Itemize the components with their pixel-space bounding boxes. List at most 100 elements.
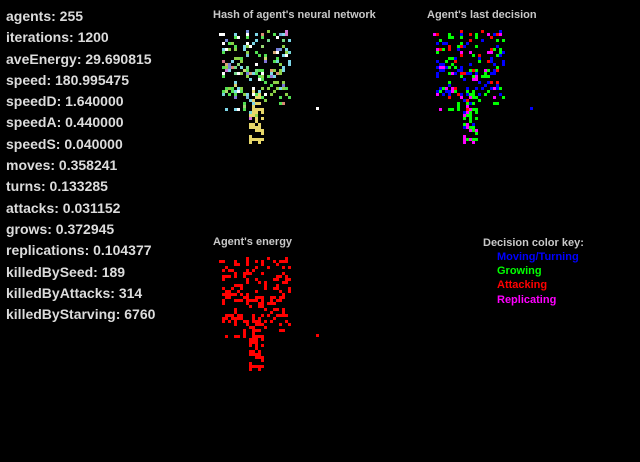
hash-agent-dot	[234, 96, 237, 99]
hash-agent-dot	[249, 72, 252, 75]
decision-agent-dot	[469, 96, 472, 99]
energy-agent-dot	[316, 334, 319, 337]
hash-agent-dot	[252, 87, 255, 90]
decision-agent-dot	[499, 48, 502, 51]
decision-agent-dot	[436, 75, 439, 78]
decision-agent-dot	[490, 48, 493, 51]
decision-agent-dot	[436, 33, 439, 36]
hash-agent-dot	[282, 54, 285, 57]
energy-agent-dot	[258, 365, 261, 368]
energy-agent-dot	[261, 365, 264, 368]
decision-agent-dot	[439, 90, 442, 93]
hash-agent-dot	[234, 93, 237, 96]
energy-agent-dot	[246, 320, 249, 323]
hash-agent-dot	[222, 60, 225, 63]
energy-agent-dot	[255, 299, 258, 302]
hash-agent-dot	[246, 42, 249, 45]
decision-agent-dot	[475, 69, 478, 72]
decision-agent-dot	[454, 57, 457, 60]
decision-agent-dot	[469, 93, 472, 96]
decision-agent-dot	[469, 108, 472, 111]
stat-line: killedByAttacks: 314	[6, 284, 143, 301]
energy-agent-dot	[243, 329, 246, 332]
energy-agent-dot	[222, 260, 225, 263]
energy-agent-dot	[258, 323, 261, 326]
decision-agent-dot	[466, 114, 469, 117]
energy-agent-dot	[282, 308, 285, 311]
energy-agent-dot	[285, 320, 288, 323]
decision-agent-dot	[436, 93, 439, 96]
decision-agent-dot	[499, 54, 502, 57]
energy-agent-dot	[252, 350, 255, 353]
energy-agent-dot	[249, 338, 252, 341]
decision-agent-dot	[481, 87, 484, 90]
energy-agent-dot	[234, 299, 237, 302]
hash-agent-dot	[231, 66, 234, 69]
decision-agent-dot	[445, 87, 448, 90]
hash-agent-dot	[225, 69, 228, 72]
hash-agent-dot	[264, 93, 267, 96]
energy-agent-dot	[261, 272, 264, 275]
energy-agent-dot	[225, 296, 228, 299]
energy-agent-dot	[243, 272, 246, 275]
energy-agent-dot	[273, 287, 276, 290]
hash-agent-dot	[261, 96, 264, 99]
decision-agent-dot	[460, 72, 463, 75]
decision-agent-dot	[451, 108, 454, 111]
energy-agent-dot	[255, 335, 258, 338]
hash-agent-dot	[222, 51, 225, 54]
energy-agent-dot	[246, 299, 249, 302]
energy-agent-dot	[246, 323, 249, 326]
decision-agent-dot	[469, 33, 472, 36]
hash-agent-dot	[252, 126, 255, 129]
stat-line: killedBySeed: 189	[6, 263, 126, 280]
energy-agent-dot	[243, 332, 246, 335]
decision-agent-dot	[433, 33, 436, 36]
energy-agent-dot	[258, 281, 261, 284]
energy-agent-dot	[240, 314, 243, 317]
decision-agent-dot	[460, 93, 463, 96]
decision-agent-dot	[457, 48, 460, 51]
decision-agent-dot	[442, 93, 445, 96]
hash-agent-dot	[255, 117, 258, 120]
hash-agent-dot	[264, 99, 267, 102]
hash-agent-dot	[231, 90, 234, 93]
hash-agent-dot	[255, 96, 258, 99]
decision-agent-dot	[469, 138, 472, 141]
decision-agent-dot	[442, 69, 445, 72]
hash-agent-dot	[258, 90, 261, 93]
hash-agent-dot	[243, 45, 246, 48]
decision-agent-dot	[466, 102, 469, 105]
hash-agent-dot	[288, 60, 291, 63]
hash-agent-dot	[249, 114, 252, 117]
energy-agent-dot	[264, 326, 267, 329]
hash-agent-dot	[267, 39, 270, 42]
hash-agent-dot	[228, 48, 231, 51]
energy-agent-dot	[261, 263, 264, 266]
stat-line: speedS: 0.040000	[6, 135, 123, 152]
energy-agent-dot	[249, 272, 252, 275]
decision-agent-dot	[445, 42, 448, 45]
energy-agent-dot	[237, 263, 240, 266]
decision-agent-dot	[487, 69, 490, 72]
decision-agent-dot	[466, 72, 469, 75]
decision-agent-dot	[487, 75, 490, 78]
energy-agent-dot	[255, 296, 258, 299]
hash-agent-dot	[234, 72, 237, 75]
decision-agent-dot	[475, 75, 478, 78]
energy-agent-dot	[261, 344, 264, 347]
hash-agent-dot	[258, 75, 261, 78]
energy-agent-dot	[258, 350, 261, 353]
decision-agent-dot	[463, 117, 466, 120]
energy-agent-dot	[246, 293, 249, 296]
stat-line: iterations: 1200	[6, 29, 109, 46]
energy-agent-dot	[255, 347, 258, 350]
decision-agent-dot	[460, 66, 463, 69]
decision-agent-dot	[460, 45, 463, 48]
decision-agent-dot	[445, 90, 448, 93]
stat-line: attacks: 0.031152	[6, 199, 121, 216]
hash-agent-dot	[249, 135, 252, 138]
hash-agent-dot	[249, 78, 252, 81]
stat-line: agents: 255	[6, 8, 84, 24]
hash-agent-dot	[243, 93, 246, 96]
